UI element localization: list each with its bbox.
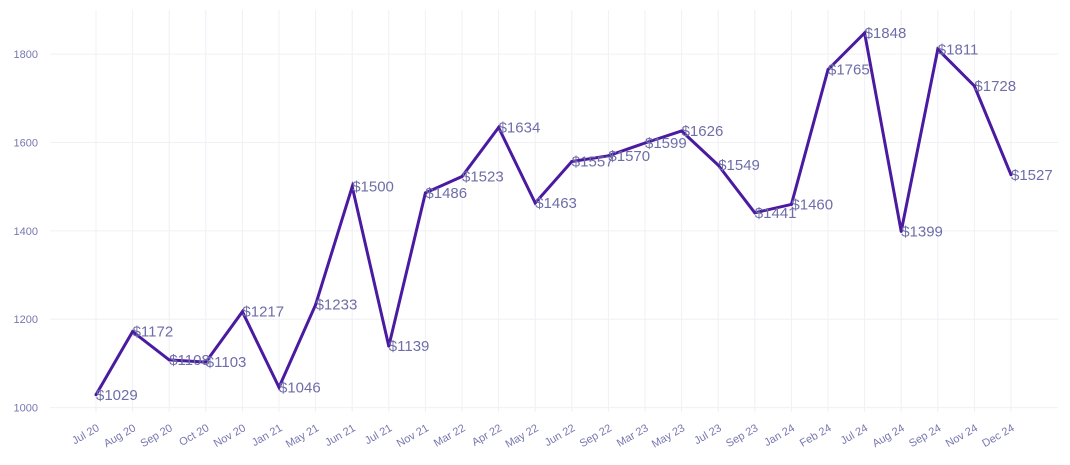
x-tick-label: Nov 21 [395, 422, 431, 450]
data-point [899, 229, 903, 233]
data-label: $1486 [425, 185, 467, 202]
data-point [533, 201, 537, 205]
data-label: $1463 [535, 195, 577, 212]
x-tick-label: Jul 21 [363, 422, 394, 447]
data-point [94, 393, 98, 397]
data-label: $1139 [389, 338, 430, 355]
x-tick-label: May 22 [503, 422, 540, 450]
x-tick-label: Sep 20 [138, 422, 174, 450]
y-axis: 1000 1200 1400 1600 1800 [14, 49, 38, 414]
data-label: $1765 [828, 62, 870, 79]
data-point [460, 175, 464, 179]
data-labels: $1029 $1172 $1108$1103 $1217 $1046 $1233 $1500… [96, 25, 1053, 404]
x-tick-label: Jul 20 [70, 422, 101, 447]
data-point [497, 126, 501, 130]
data-label: $1557 [572, 154, 614, 171]
x-tick-label: Nov 24 [944, 422, 980, 450]
x-tick-label: Aug 24 [870, 422, 906, 450]
x-tick-label: Feb 24 [798, 422, 834, 450]
x-tick-label: Sep 22 [578, 422, 614, 450]
x-tick-label: Dec 24 [980, 422, 1016, 450]
x-tick-label: Jan 21 [250, 422, 285, 449]
x-tick-label: Aug 20 [102, 422, 138, 450]
x-axis: Jul 20 Aug 20 Sep 20 Oct 20 Nov 20 Jan 21 May … [70, 422, 1016, 450]
data-label: $1460 [791, 196, 833, 213]
data-point [131, 330, 135, 334]
data-point [936, 47, 940, 51]
x-tick-label: Nov 20 [212, 422, 248, 450]
data-point [423, 191, 427, 195]
data-point [716, 163, 720, 167]
x-tick-label: Mar 22 [432, 422, 468, 450]
data-label: $1172 [133, 324, 174, 341]
data-point [570, 160, 574, 164]
data-label: $1108 [169, 352, 210, 369]
x-tick-label: Sep 23 [724, 422, 760, 450]
data-label: $1599 [645, 135, 687, 152]
x-tick-label: Jun 21 [323, 422, 358, 449]
x-tick-label: Jun 22 [543, 422, 578, 449]
x-tick-label: Oct 20 [177, 422, 211, 449]
data-label: $1217 [242, 304, 284, 321]
data-label: $1728 [974, 78, 1016, 95]
x-tick-label: May 23 [650, 422, 687, 450]
data-label: $1029 [96, 387, 138, 404]
data-label: $1626 [682, 123, 724, 140]
data-label: $1399 [901, 223, 943, 240]
data-point [167, 358, 171, 362]
data-point [606, 154, 610, 158]
data-point [240, 310, 244, 314]
data-point [680, 129, 684, 133]
series-line [94, 29, 1013, 396]
data-point [972, 84, 976, 88]
data-label: $1527 [1011, 167, 1053, 184]
data-point [789, 202, 793, 206]
data-point [350, 185, 354, 189]
x-tick-label: Sep 24 [907, 422, 943, 450]
x-tick-label: Apr 22 [470, 422, 504, 449]
data-point [643, 141, 647, 145]
y-tick-label: 1000 [14, 403, 38, 415]
data-label: $1046 [279, 379, 321, 396]
data-label: $1103 [206, 354, 247, 371]
data-label: $1523 [462, 169, 504, 186]
data-point [277, 385, 281, 389]
y-tick-label: 1200 [14, 314, 38, 326]
data-point [204, 360, 208, 364]
series [94, 29, 1013, 397]
data-label: $1233 [316, 297, 358, 314]
data-label: $1441 [755, 205, 797, 222]
data-label: $1570 [608, 148, 650, 165]
data-label: $1500 [352, 179, 394, 196]
data-point [1009, 173, 1013, 177]
data-point [387, 344, 391, 348]
x-tick-label: Jul 23 [692, 422, 723, 447]
data-point [314, 303, 318, 307]
y-tick-label: 1600 [14, 138, 38, 150]
x-tick-label: May 21 [284, 422, 321, 450]
data-point [863, 31, 867, 35]
data-label: $1848 [865, 25, 907, 42]
y-tick-label: 1800 [14, 49, 38, 61]
y-tick-label: 1400 [14, 226, 38, 238]
data-label: $1549 [718, 157, 760, 174]
data-point [753, 211, 757, 215]
data-point [826, 68, 830, 72]
x-tick-label: Jan 24 [762, 422, 797, 449]
data-label: $1634 [499, 120, 541, 137]
data-label: $1811 [938, 41, 979, 58]
x-tick-label: Jul 24 [839, 422, 870, 447]
x-tick-label: Mar 23 [615, 422, 651, 450]
